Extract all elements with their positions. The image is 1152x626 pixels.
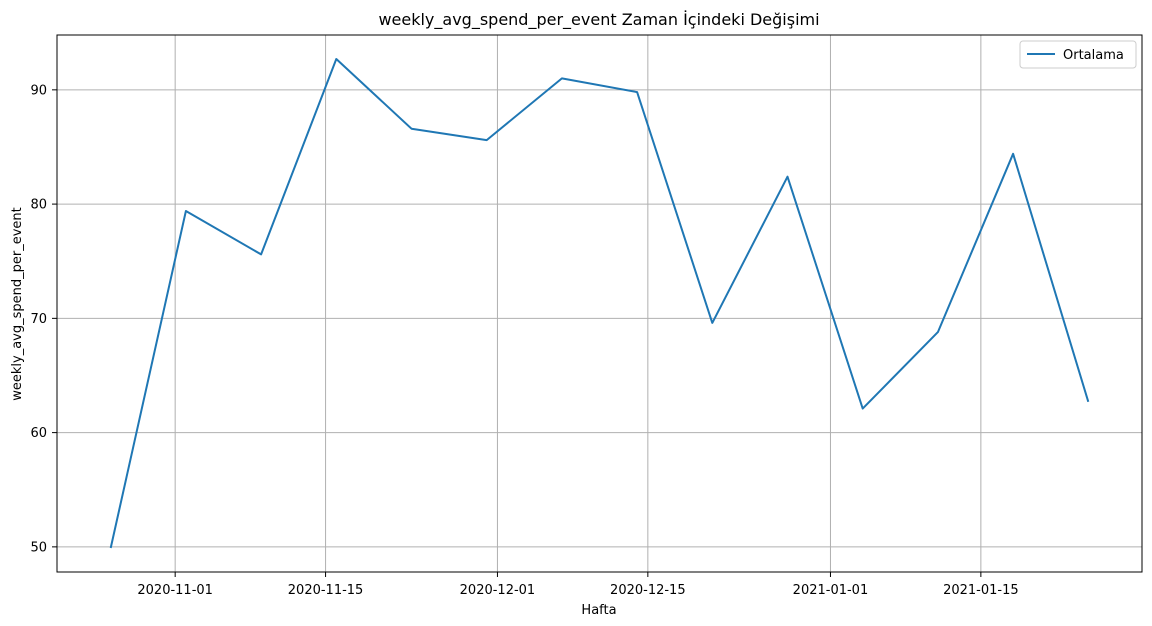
legend: Ortalama (1019, 40, 1137, 69)
x-tick-label: 2020-11-01 (137, 583, 213, 598)
y-tick-label: 60 (30, 426, 47, 441)
x-tick-label: 2020-11-15 (288, 583, 364, 598)
y-tick-label: 50 (30, 540, 47, 555)
x-tick-label: 2020-12-15 (610, 583, 686, 598)
series-line-0 (109, 58, 1090, 549)
y-tick-label: 90 (30, 83, 47, 98)
y-tick-label: 80 (30, 198, 47, 213)
legend-label: Ortalama (1063, 48, 1124, 63)
chart-title: weekly_avg_spend_per_event Zaman İçindek… (378, 10, 819, 30)
x-tick-label: 2021-01-15 (943, 583, 1019, 598)
x-axis-label: Hafta (581, 603, 616, 618)
axis-ticks: 2020-11-01 2020-11-15 2020-12-01 2020-12-15… (30, 83, 1018, 598)
y-axis-label: weekly_avg_spend_per_event (10, 207, 25, 401)
series-layer (109, 58, 1090, 549)
y-tick-label: 70 (30, 312, 47, 327)
grid-lines (57, 35, 1142, 572)
legend-box (1019, 40, 1137, 69)
plot-area-frame (56, 34, 1143, 573)
x-tick-label: 2020-12-01 (460, 583, 536, 598)
x-tick-label: 2021-01-01 (793, 583, 869, 598)
